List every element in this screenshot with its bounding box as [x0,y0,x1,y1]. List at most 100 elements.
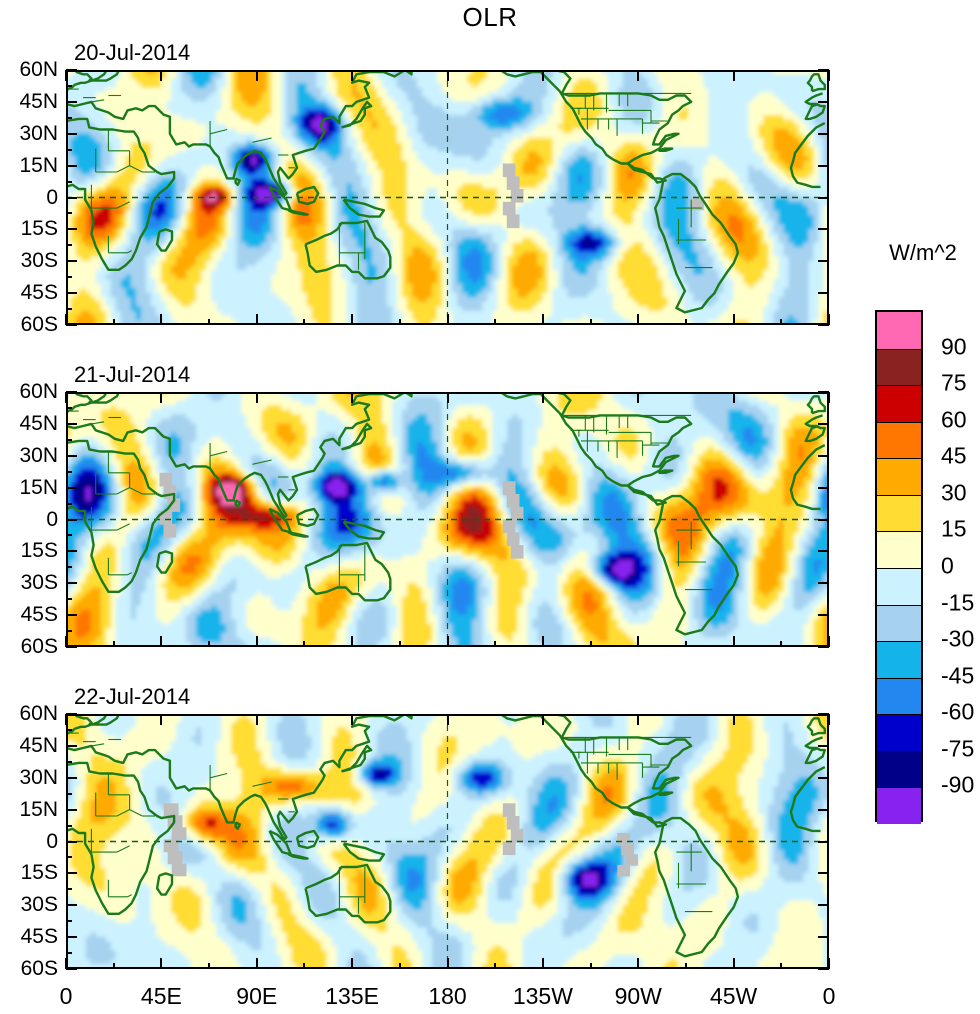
map-panel-3: 22-Jul-2014 [66,684,829,969]
x-tick [446,314,449,325]
y-tick [66,454,77,457]
map-field [66,70,829,325]
y-axis-label: 60N [19,380,58,404]
x-tick [65,636,67,647]
colorbar-band-10 [877,677,921,715]
colorbar-band-3 [877,421,921,459]
y-axis-label: 45S [21,603,58,627]
colorbar-tick-label: 60 [941,406,967,433]
y-tick [66,776,77,779]
colorbar-divider [877,677,921,679]
y-tick-right [818,776,829,779]
colorbar-units-label: W/m^2 [889,240,957,266]
y-axis-label: 45N [19,90,58,114]
colorbar-band-1 [877,348,921,386]
x-tick [732,70,735,81]
colorbar-tick-label: -30 [941,626,974,653]
y-tick [66,840,77,843]
y-tick [66,260,77,263]
y-axis-label: 60N [19,702,58,726]
y-tick [66,744,77,747]
x-axis-label: 135E [325,983,379,1010]
x-minor-tick [112,641,115,647]
colorbar-band-4 [877,458,921,496]
x-tick [351,70,354,81]
y-minor-tick [66,630,72,633]
x-tick [732,314,735,325]
y-minor-tick [66,84,72,87]
y-axis-label: 30N [19,122,58,146]
y-minor-tick [66,244,72,247]
y-minor-tick [66,116,72,119]
x-tick [351,636,354,647]
colorbar-band-7 [877,568,921,606]
x-axis-label: 90E [236,983,277,1010]
colorbar-divider [877,385,921,387]
x-tick [828,314,830,325]
x-tick [828,714,830,725]
x-minor-tick [112,963,115,969]
x-minor-tick [589,641,592,647]
x-tick [637,392,640,403]
y-axis-label: 45N [19,734,58,758]
x-axis-label: 90W [615,983,662,1010]
y-tick [66,808,77,811]
y-tick-right [818,454,829,457]
x-minor-tick [589,319,592,325]
x-axis-label: 135W [513,983,573,1010]
x-tick [255,636,258,647]
panel-frame [66,714,829,969]
y-minor-tick [66,470,72,473]
y-tick-right [818,968,829,970]
y-tick [66,292,77,295]
x-tick [446,636,449,647]
x-axis-label: 45W [710,983,757,1010]
y-minor-tick [66,502,72,505]
x-tick [65,314,67,325]
y-tick-right [818,614,829,617]
x-tick [446,714,449,725]
y-tick-right [818,486,829,489]
y-tick-right [818,646,829,648]
x-tick [160,958,163,969]
panel-frame [66,70,829,325]
x-minor-tick [494,963,497,969]
y-tick-right [818,391,829,393]
panel-frame [66,392,829,647]
x-axis-label: 45E [141,983,182,1010]
x-tick [637,636,640,647]
y-tick [66,550,77,553]
y-minor-tick [66,952,72,955]
colorbar-tick-label: 15 [941,516,967,543]
colorbar [875,310,923,825]
x-minor-tick [208,963,211,969]
panel-date-label: 20-Jul-2014 [74,40,190,66]
x-tick [828,70,830,81]
y-minor-tick [66,212,72,215]
y-tick [66,69,77,71]
y-axis-label: 45S [21,925,58,949]
colorbar-divider [877,714,921,716]
x-tick [637,70,640,81]
colorbar-divider [877,604,921,606]
y-tick [66,518,77,521]
y-axis-label: 30S [21,571,58,595]
colorbar-tick-label: 45 [941,443,967,470]
x-minor-tick [398,319,401,325]
x-tick [828,958,830,969]
colorbar-band-13 [877,787,921,825]
colorbar-band-11 [877,714,921,752]
colorbar-tick-label: -15 [941,589,974,616]
colorbar-divider [877,787,921,789]
y-tick [66,164,77,167]
x-tick [541,714,544,725]
y-minor-tick [66,180,72,183]
y-tick-right [818,582,829,585]
y-axis-label: 0 [46,186,58,210]
x-minor-tick [494,319,497,325]
colorbar-tick-label: -60 [941,699,974,726]
x-tick [446,958,449,969]
y-minor-tick [66,438,72,441]
x-minor-tick [208,641,211,647]
y-axis-label: 0 [46,830,58,854]
